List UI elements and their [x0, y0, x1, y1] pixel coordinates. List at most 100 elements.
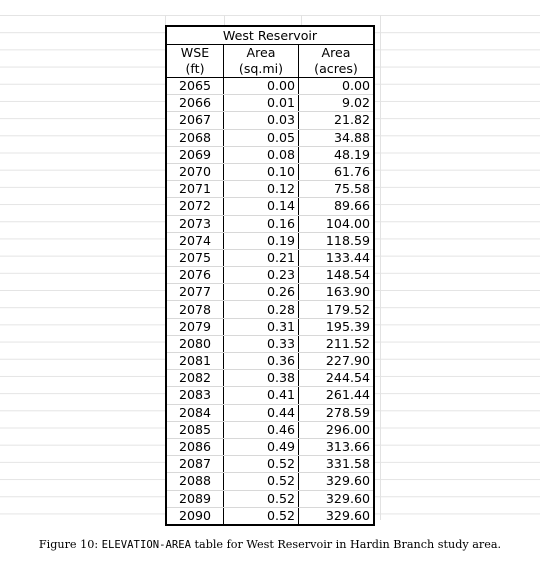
wse-cell: 2082: [166, 369, 224, 388]
wse-cell: 2074: [166, 232, 224, 250]
area-sqmi-cell: 0.52: [223, 455, 299, 474]
wse-cell: 2072: [166, 197, 224, 216]
area-sqmi-cell: 0.28: [223, 300, 299, 319]
area-acres-cell: 0.00: [298, 77, 374, 96]
area-acres-cell: 133.44: [298, 249, 374, 268]
area-acres-cell: 329.60: [298, 472, 374, 491]
wse-cell: 2078: [166, 300, 224, 319]
figure-caption: Figure 10: ELEVATION-AREA table for West…: [0, 538, 540, 551]
wse-cell: 2083: [166, 386, 224, 405]
wse-cell: 2087: [166, 455, 224, 474]
wse-cell: 2069: [166, 146, 224, 164]
area-sqmi-cell: 0.44: [223, 404, 299, 422]
table-row: 2082 0.38 244.54: [166, 369, 374, 388]
area-sqmi-cell: 0.49: [223, 438, 299, 457]
area-acres-cell: 179.52: [298, 300, 374, 319]
area-acres-cell: 195.39: [298, 318, 374, 336]
wse-cell: 2068: [166, 129, 224, 147]
wse-cell: 2089: [166, 490, 224, 508]
area-sqmi-cell: 0.10: [223, 163, 299, 182]
table-row: 2070 0.10 61.76: [166, 163, 374, 182]
table-row: 2077 0.26 163.90: [166, 283, 374, 302]
table-row: 2078 0.28 179.52: [166, 300, 374, 319]
area-sqmi-cell: 0.08: [223, 146, 299, 164]
area-sqmi-cell: 0.23: [223, 266, 299, 285]
area-sqmi-cell: 0.31: [223, 318, 299, 336]
table-row: 2085 0.46 296.00: [166, 421, 374, 439]
wse-cell: 2088: [166, 472, 224, 491]
wse-cell: 2084: [166, 404, 224, 422]
area-acres-cell: 75.58: [298, 180, 374, 199]
area-acres-cell: 89.66: [298, 197, 374, 216]
header-wse-unit: (ft): [166, 61, 224, 78]
area-acres-cell: 261.44: [298, 386, 374, 405]
table-row: 2072 0.14 89.66: [166, 197, 374, 216]
wse-cell: 2079: [166, 318, 224, 336]
header-area-acres: Area: [321, 45, 351, 60]
area-acres-cell: 211.52: [298, 335, 374, 354]
area-acres-cell: 331.58: [298, 455, 374, 474]
table-row: 2066 0.01 9.02: [166, 94, 374, 113]
wse-cell: 2075: [166, 249, 224, 268]
caption-suffix: table for West Reservoir in Hardin Branc…: [190, 538, 502, 551]
area-acres-cell: 163.90: [298, 283, 374, 302]
wse-cell: 2066: [166, 94, 224, 113]
header-area-acres-unit: (acres): [298, 61, 374, 78]
wse-cell: 2090: [166, 507, 224, 525]
wse-cell: 2086: [166, 438, 224, 457]
table-row: 2068 0.05 34.88: [166, 129, 374, 147]
table-row: 2067 0.03 21.82: [166, 111, 374, 130]
area-sqmi-cell: 0.46: [223, 421, 299, 439]
table-body: 2065 0.00 0.00 2066 0.01 9.02 2067 0.03 21.82 206…: [166, 77, 374, 525]
table-row: 2083 0.41 261.44: [166, 386, 374, 405]
area-acres-cell: 296.00: [298, 421, 374, 439]
header-area-sqmi: Area: [223, 44, 299, 61]
wse-cell: 2081: [166, 352, 224, 371]
area-acres-cell: 148.54: [298, 266, 374, 285]
table-title: West Reservoir: [166, 26, 374, 45]
table-row: 2074 0.19 118.59: [166, 232, 374, 250]
table-row: 2075 0.21 133.44: [166, 249, 374, 268]
area-acres-cell: 34.88: [298, 129, 374, 147]
wse-cell: 2085: [166, 421, 224, 439]
area-sqmi-cell: 0.03: [223, 111, 299, 130]
table-row: 2086 0.49 313.66: [166, 438, 374, 457]
area-sqmi-cell: 0.52: [223, 490, 299, 508]
table-row: 2065 0.00 0.00: [166, 77, 374, 96]
area-acres-cell: 104.00: [298, 215, 374, 233]
table-row: 2076 0.23 148.54: [166, 266, 374, 285]
caption-prefix: Figure 10:: [38, 538, 102, 551]
caption-keyword: ELEVATION-AREA: [101, 539, 191, 551]
area-acres-cell: 118.59: [298, 232, 374, 250]
area-sqmi-cell: 0.52: [223, 472, 299, 491]
wse-cell: 2070: [166, 163, 224, 182]
area-sqmi-cell: 0.12: [223, 180, 299, 199]
table-row: 2073 0.16 104.00: [166, 215, 374, 233]
wse-cell: 2065: [166, 77, 224, 96]
wse-cell: 2071: [166, 180, 224, 199]
table-row: 2069 0.08 48.19: [166, 146, 374, 164]
area-acres-cell: 21.82: [298, 111, 374, 130]
area-sqmi-cell: 0.26: [223, 283, 299, 302]
table-row: 2071 0.12 75.58: [166, 180, 374, 199]
area-acres-cell: 61.76: [298, 163, 374, 182]
area-acres-cell: 313.66: [298, 438, 374, 457]
table-row: 2079 0.31 195.39: [166, 318, 374, 336]
wse-cell: 2067: [166, 111, 224, 130]
wse-cell: 2073: [166, 215, 224, 233]
table-row: 2084 0.44 278.59: [166, 404, 374, 422]
table-row: 2088 0.52 329.60: [166, 472, 374, 491]
area-sqmi-cell: 0.16: [223, 215, 299, 233]
area-sqmi-cell: 0.00: [223, 77, 299, 96]
area-sqmi-cell: 0.33: [223, 335, 299, 354]
table-row: 2080 0.33 211.52: [166, 335, 374, 354]
header-area-sqmi-unit: (sq.mi): [223, 61, 299, 78]
header-wse: WSE: [166, 44, 224, 61]
area-sqmi-cell: 0.52: [223, 507, 299, 525]
area-sqmi-cell: 0.38: [223, 369, 299, 388]
wse-cell: 2077: [166, 283, 224, 302]
table-row: 2081 0.36 227.90: [166, 352, 374, 371]
area-sqmi-cell: 0.05: [223, 129, 299, 147]
table-row: 2089 0.52 329.60: [166, 490, 374, 508]
area-acres-cell: 278.59: [298, 404, 374, 422]
